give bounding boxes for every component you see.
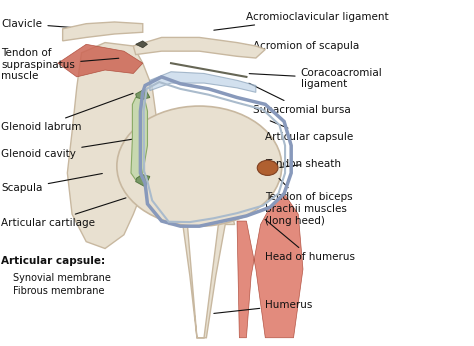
Text: Head of humerus: Head of humerus — [265, 219, 356, 262]
Text: Scapula: Scapula — [1, 173, 102, 193]
Polygon shape — [136, 41, 147, 48]
Circle shape — [257, 160, 278, 175]
Polygon shape — [58, 44, 143, 77]
Text: Articular capsule:: Articular capsule: — [1, 256, 106, 265]
Text: Fibrous membrane: Fibrous membrane — [13, 286, 105, 297]
Text: Articular capsule: Articular capsule — [265, 121, 354, 142]
Text: Tendon sheath: Tendon sheath — [265, 160, 341, 170]
Text: Acromioclavicular ligament: Acromioclavicular ligament — [214, 12, 389, 30]
Polygon shape — [169, 200, 235, 338]
Polygon shape — [136, 175, 150, 187]
Polygon shape — [131, 91, 147, 180]
Polygon shape — [150, 72, 256, 92]
Text: Coracoacromial
ligament: Coracoacromial ligament — [249, 68, 383, 89]
Text: Clavicle: Clavicle — [1, 19, 133, 32]
Text: Glenoid labrum: Glenoid labrum — [1, 93, 133, 132]
Circle shape — [117, 106, 282, 226]
Text: Acromion of scapula: Acromion of scapula — [233, 41, 360, 51]
Text: Glenoid cavity: Glenoid cavity — [1, 139, 133, 159]
Polygon shape — [133, 37, 265, 58]
Text: Synovial membrane: Synovial membrane — [13, 273, 111, 283]
Text: Subacromial bursa: Subacromial bursa — [249, 83, 351, 115]
Polygon shape — [67, 43, 157, 248]
Text: Tendon of
supraspinatus
muscle: Tendon of supraspinatus muscle — [1, 48, 119, 82]
Polygon shape — [63, 22, 143, 41]
Text: Humerus: Humerus — [214, 300, 313, 313]
Polygon shape — [237, 194, 303, 338]
Polygon shape — [136, 89, 150, 99]
Text: Articular cartilage: Articular cartilage — [1, 198, 126, 228]
Text: Tendon of biceps
brachii muscles
(long heed): Tendon of biceps brachii muscles (long h… — [265, 179, 353, 226]
